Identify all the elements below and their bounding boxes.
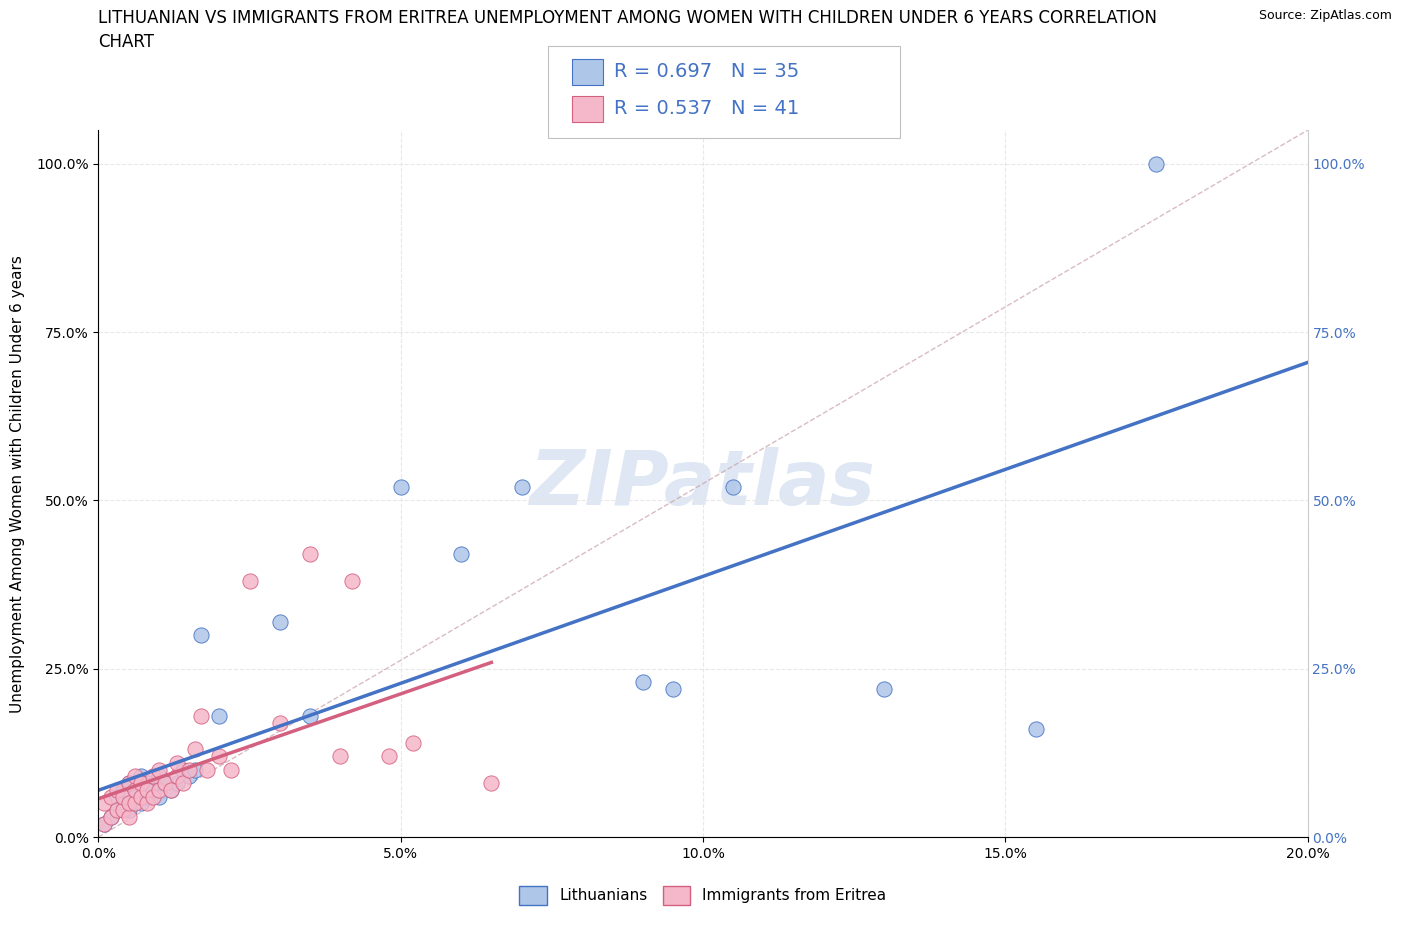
Point — [208, 749, 231, 764]
Point — [129, 790, 152, 804]
Point — [631, 675, 654, 690]
Point — [166, 769, 188, 784]
Point — [135, 782, 157, 797]
Point — [160, 782, 183, 797]
Point — [239, 574, 262, 589]
Point — [389, 480, 412, 495]
Point — [111, 782, 134, 797]
Point — [299, 547, 322, 562]
Text: LITHUANIAN VS IMMIGRANTS FROM ERITREA UNEMPLOYMENT AMONG WOMEN WITH CHILDREN UND: LITHUANIAN VS IMMIGRANTS FROM ERITREA UN… — [98, 9, 1157, 27]
Point — [153, 776, 176, 790]
Point — [1144, 156, 1167, 171]
Point — [510, 480, 533, 495]
Point — [135, 776, 157, 790]
Point — [184, 763, 207, 777]
Point — [153, 776, 176, 790]
Point — [105, 790, 128, 804]
Point — [129, 796, 152, 811]
Point — [135, 796, 157, 811]
Point — [124, 790, 146, 804]
Legend: Lithuanians, Immigrants from Eritrea: Lithuanians, Immigrants from Eritrea — [513, 880, 893, 910]
Point — [166, 776, 188, 790]
Point — [172, 776, 194, 790]
Point — [662, 682, 685, 697]
Point — [100, 809, 122, 824]
Point — [329, 749, 352, 764]
Point — [208, 709, 231, 724]
Text: R = 0.697   N = 35: R = 0.697 N = 35 — [614, 62, 800, 81]
Point — [450, 547, 472, 562]
Point — [148, 769, 170, 784]
Point — [93, 817, 115, 831]
Text: CHART: CHART — [98, 33, 155, 50]
Point — [148, 782, 170, 797]
Point — [166, 755, 188, 770]
Point — [118, 796, 141, 811]
Point — [124, 782, 146, 797]
Point — [124, 769, 146, 784]
Point — [179, 763, 201, 777]
Point — [195, 763, 218, 777]
Point — [93, 817, 115, 831]
Point — [190, 709, 212, 724]
Point — [124, 796, 146, 811]
Point — [105, 782, 128, 797]
Point — [184, 742, 207, 757]
Point — [142, 790, 165, 804]
Point — [481, 776, 503, 790]
Point — [111, 790, 134, 804]
Point — [342, 574, 364, 589]
Text: R = 0.537   N = 41: R = 0.537 N = 41 — [614, 100, 800, 118]
Point — [142, 782, 165, 797]
Point — [377, 749, 399, 764]
Point — [160, 782, 183, 797]
Point — [118, 803, 141, 817]
Point — [118, 776, 141, 790]
Point — [129, 769, 152, 784]
Point — [100, 790, 122, 804]
Point — [299, 709, 322, 724]
Point — [269, 614, 291, 629]
Text: ZIPatlas: ZIPatlas — [530, 446, 876, 521]
Point — [135, 790, 157, 804]
Point — [105, 803, 128, 817]
Point — [221, 763, 243, 777]
Y-axis label: Unemployment Among Women with Children Under 6 years: Unemployment Among Women with Children U… — [10, 255, 25, 712]
Point — [1024, 722, 1046, 737]
Point — [269, 715, 291, 730]
Text: Source: ZipAtlas.com: Source: ZipAtlas.com — [1258, 9, 1392, 22]
Point — [118, 776, 141, 790]
Point — [105, 803, 128, 817]
Point — [142, 769, 165, 784]
Point — [179, 769, 201, 784]
Point — [111, 803, 134, 817]
Point — [873, 682, 896, 697]
Point — [148, 763, 170, 777]
Point — [190, 628, 212, 643]
Point — [93, 796, 115, 811]
Point — [100, 809, 122, 824]
Point — [148, 790, 170, 804]
Point — [118, 809, 141, 824]
Point — [111, 796, 134, 811]
Point — [402, 736, 425, 751]
Point — [723, 480, 745, 495]
Point — [129, 776, 152, 790]
Point — [172, 763, 194, 777]
